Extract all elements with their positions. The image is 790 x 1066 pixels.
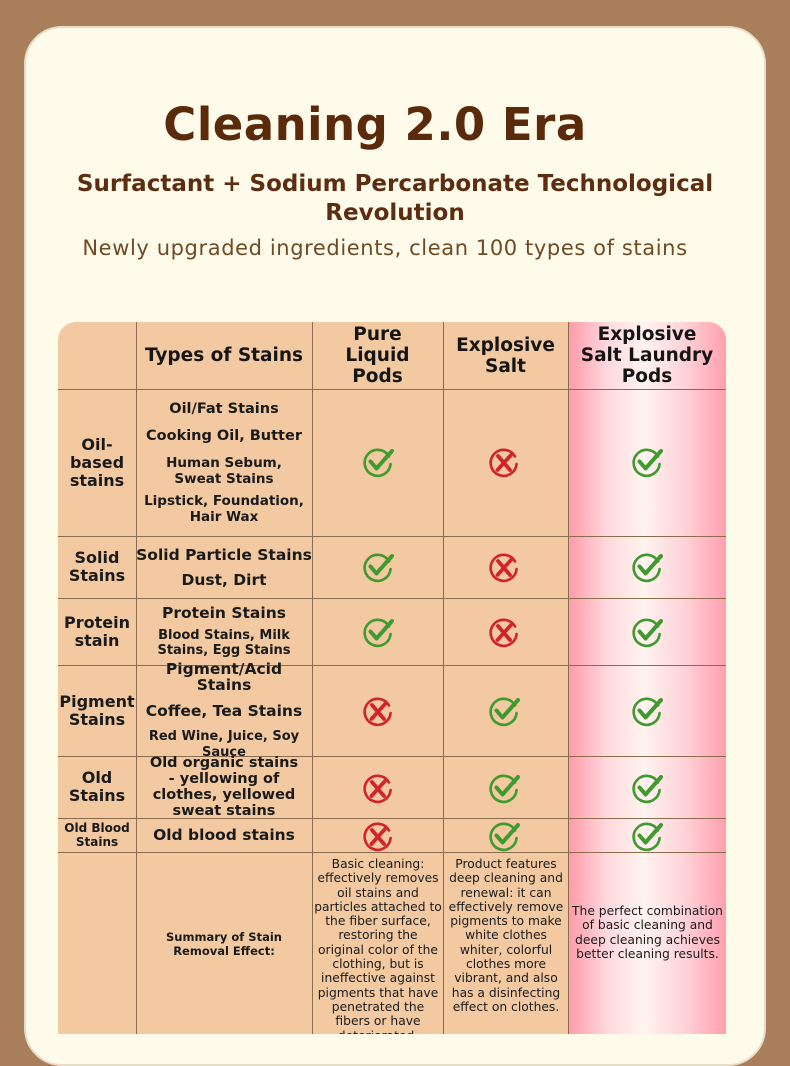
- stain-type: Old organic stains - yellowing of clothe…: [149, 755, 299, 819]
- summary-explosive-salt: Product features deep cleaning and renew…: [448, 857, 564, 1014]
- check-icon: [631, 446, 663, 478]
- check-icon: [488, 820, 520, 852]
- stain-types-old: Old organic stains - yellowing of clothe…: [136, 755, 312, 819]
- cross-icon: [362, 820, 394, 852]
- header-pure-liquid-pods: Pure Liquid Pods: [345, 324, 410, 387]
- check-icon: [362, 446, 394, 478]
- grid-line: [58, 756, 726, 757]
- stain-types-old-blood: Old blood stains: [136, 818, 312, 852]
- grid-line: [568, 322, 569, 1034]
- stain-type: Old blood stains: [153, 826, 295, 844]
- page-title: Cleaning 2.0 Era: [163, 98, 587, 151]
- stain-type: Human Sebum, Sweat Stains: [166, 454, 282, 487]
- comparison-table: Types of Stains Pure Liquid Pods Explosi…: [58, 322, 726, 1034]
- summary-laundry-pods: The perfect combination of basic cleanin…: [572, 903, 723, 961]
- stain-type: Pigment/Acid Stains: [165, 659, 283, 694]
- stain-type: Protein Stains: [162, 604, 286, 622]
- grid-line: [58, 665, 726, 666]
- grid-line: [58, 852, 726, 853]
- stain-type: Coffee, Tea Stains: [145, 701, 303, 720]
- header-laundry-pods: Explosive Salt Laundry Pods: [580, 324, 714, 387]
- page-tagline: Newly upgraded ingredients, clean 100 ty…: [82, 236, 688, 260]
- stain-type: Solid Particle Stains: [136, 545, 312, 564]
- summary-pure-liquid-pods: Basic cleaning: effectively removes oil …: [314, 857, 442, 1034]
- cross-icon: [488, 551, 520, 583]
- category-old: Old Stains: [68, 768, 126, 805]
- cross-icon: [362, 772, 394, 804]
- category-oil-based: Oil-based stains: [69, 434, 125, 490]
- check-icon: [362, 616, 394, 648]
- stain-types-solid: Solid Particle Stains Dust, Dirt: [136, 536, 312, 598]
- stain-types-protein: Protein Stains Blood Stains, Milk Stains…: [136, 598, 312, 665]
- stain-types-oil: Oil/Fat Stains Cooking Oil, Butter Human…: [136, 389, 312, 536]
- check-icon: [488, 772, 520, 804]
- category-solid: Solid Stains: [68, 548, 126, 585]
- stain-type: Dust, Dirt: [181, 570, 267, 589]
- check-icon: [631, 616, 663, 648]
- stain-type: Oil/Fat Stains: [169, 400, 279, 417]
- check-icon: [631, 551, 663, 583]
- check-icon: [631, 772, 663, 804]
- stain-type: Red Wine, Juice, Soy Sauce: [148, 728, 300, 760]
- header-explosive-salt: Explosive Salt: [456, 334, 555, 377]
- stain-type: Cooking Oil, Butter: [146, 427, 302, 444]
- grid-line: [443, 322, 444, 1034]
- grid-line: [58, 389, 726, 390]
- grid-line: [312, 322, 313, 1034]
- grid-line: [136, 322, 137, 1034]
- category-protein: Protein stain: [64, 612, 130, 650]
- check-icon: [631, 695, 663, 727]
- check-icon: [488, 695, 520, 727]
- grid-line: [58, 818, 726, 819]
- header-types-of-stains: Types of Stains: [144, 345, 304, 366]
- grid-line: [58, 598, 726, 599]
- highlight-column: [568, 322, 726, 1034]
- category-pigment: Pigment Stains: [59, 691, 135, 729]
- cross-icon: [488, 446, 520, 478]
- stain-type: Blood Stains, Milk Stains, Egg Stains: [157, 628, 291, 658]
- stain-types-pigment: Pigment/Acid Stains Coffee, Tea Stains R…: [136, 661, 312, 760]
- cross-icon: [488, 616, 520, 648]
- stain-type: Lipstick, Foundation, Hair Wax: [144, 492, 304, 525]
- grid-line: [58, 536, 726, 537]
- summary-label: Summary of Stain Removal Effect:: [166, 929, 282, 958]
- category-old-blood: Old Blood Stains: [64, 821, 130, 849]
- page-subtitle: Surfactant + Sodium Percarbonate Technol…: [76, 171, 714, 226]
- check-icon: [631, 820, 663, 852]
- cross-icon: [362, 695, 394, 727]
- check-icon: [362, 551, 394, 583]
